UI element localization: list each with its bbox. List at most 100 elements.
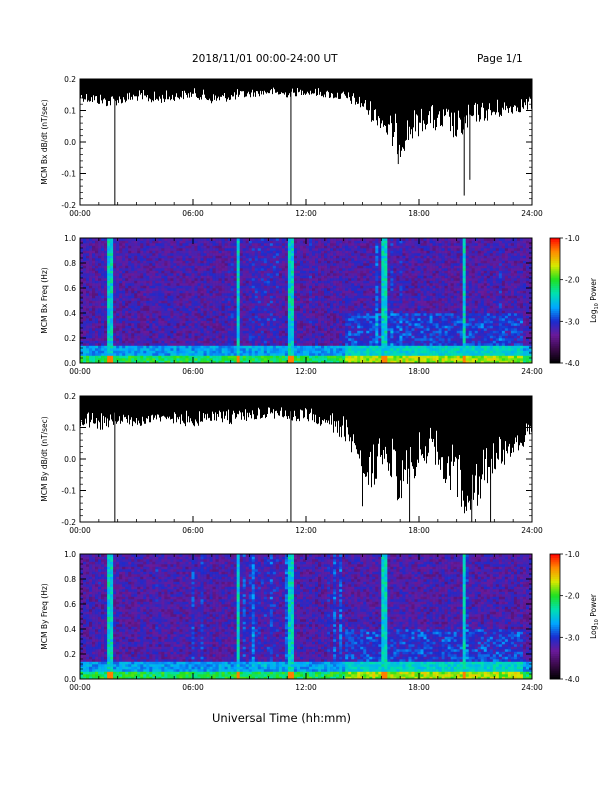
spectrogram-cell: [363, 295, 367, 299]
spectrogram-cell: [140, 303, 144, 306]
spectrogram-cell: [248, 300, 253, 304]
spectrogram-cell: [170, 333, 174, 336]
spectrogram-cell: [179, 300, 183, 304]
spectrogram-cell: [357, 258, 361, 261]
spectrogram-cell: [95, 270, 99, 274]
spectrogram-cell: [272, 293, 277, 296]
spectrogram-cell: [318, 300, 322, 304]
spectrogram-cell: [89, 288, 93, 291]
spectrogram-cell: [110, 308, 114, 311]
spectrogram-cell: [146, 253, 150, 256]
spectrogram-cell: [92, 245, 96, 249]
spectrogram-cell: [357, 265, 361, 269]
spectrogram-cell: [245, 293, 250, 296]
spectrogram-cell: [104, 293, 108, 296]
spectrogram-cell: [330, 298, 334, 301]
spectrogram-cell: [315, 260, 319, 264]
spectrogram-cell: [218, 323, 222, 326]
spectrogram-cell: [101, 308, 105, 311]
spectrogram-cell: [330, 308, 334, 311]
spectrogram-cell: [218, 340, 222, 344]
spectrogram-cell: [248, 255, 253, 259]
spectrogram-cell: [354, 288, 358, 291]
spectrogram-cell: [131, 340, 135, 344]
spectrogram-cell: [348, 345, 352, 349]
spectrogram-cell: [260, 248, 265, 251]
spectrogram-cell: [164, 353, 168, 356]
spectrogram-cell: [80, 335, 84, 339]
spectrogram-cell: [366, 313, 370, 316]
spectrogram-cell: [287, 303, 292, 306]
spectrogram-cell: [89, 338, 93, 341]
spectrogram-cell: [92, 360, 96, 364]
spectrogram-cell: [351, 260, 355, 264]
spectrogram-cell: [113, 308, 117, 311]
spectrogram-cell: [245, 360, 250, 364]
spectrogram-cell: [131, 323, 135, 326]
spectrogram-cell: [251, 330, 256, 334]
spectrogram-cell: [366, 280, 370, 284]
spectrogram-cell: [116, 265, 120, 269]
spectrogram-cell: [290, 295, 295, 299]
spectrogram-cell: [357, 270, 361, 274]
spectrogram-cell: [134, 250, 138, 254]
spectrogram-cell: [369, 295, 373, 299]
spectrogram-cell: [176, 353, 180, 356]
spectrogram-cell: [167, 343, 171, 346]
spectrogram-cell: [92, 280, 96, 284]
spectrogram-cell: [336, 260, 340, 264]
spectrogram-cell: [80, 253, 84, 256]
spectrogram-cell: [281, 355, 286, 359]
spectrogram-cell: [215, 293, 219, 296]
spectrogram-cell: [248, 340, 253, 344]
spectrogram-cell: [306, 253, 310, 256]
spectrogram-cell: [266, 335, 271, 339]
spectrogram-cell: [296, 275, 301, 279]
spectrogram-cell: [272, 275, 277, 279]
spectrogram-cell: [173, 350, 177, 354]
spectrogram-cell: [257, 270, 262, 274]
spectrogram-cell: [149, 275, 153, 279]
spectrogram-cell: [158, 343, 162, 346]
spectrogram-cell: [239, 333, 244, 336]
spectrogram-cell: [312, 355, 316, 359]
spectrogram-cell: [330, 273, 334, 276]
spectrogram-cell: [158, 280, 162, 284]
spectrogram-cell: [95, 350, 99, 354]
spectrogram-cell: [275, 248, 280, 251]
spectrogram-cell: [182, 310, 186, 314]
spectrogram-cell: [242, 238, 247, 241]
spectrogram-cell: [236, 338, 240, 341]
spectrogram-cell: [345, 263, 349, 266]
spectrogram-cell: [321, 303, 325, 306]
spectrogram-cell: [116, 295, 120, 299]
spectrogram-cell: [86, 360, 90, 364]
spectrogram-cell: [104, 328, 108, 331]
spectrogram-cell: [269, 250, 274, 254]
spectrogram-cell: [312, 323, 316, 326]
spectrogram-cell: [218, 320, 222, 324]
spectrogram-cell: [287, 238, 292, 241]
spectrogram-cell: [287, 248, 292, 251]
spectrogram-cell: [227, 253, 231, 256]
spectrogram-cell: [221, 310, 225, 314]
spectrogram-cell: [309, 315, 313, 319]
spectrogram-cell: [218, 240, 222, 244]
spectrogram-cell: [257, 288, 262, 291]
spectrogram-cell: [203, 270, 207, 274]
spectrogram-cell: [89, 315, 93, 319]
spectrogram-cell: [248, 293, 253, 296]
spectrogram-cell: [164, 273, 168, 276]
spectrogram-cell: [336, 280, 340, 284]
spectrogram-cell: [287, 345, 292, 349]
spectrogram-cell: [176, 240, 180, 244]
spectrogram-cell: [336, 248, 340, 251]
spectrogram-cell: [266, 275, 271, 279]
spectrogram-cell: [194, 270, 198, 274]
spectrogram-cell: [164, 288, 168, 291]
spectrogram-cell: [312, 360, 316, 364]
spectrogram-cell: [299, 278, 304, 281]
spectrogram-cell: [86, 345, 90, 349]
spectrogram-cell: [363, 298, 367, 301]
spectrogram-cell: [161, 278, 165, 281]
